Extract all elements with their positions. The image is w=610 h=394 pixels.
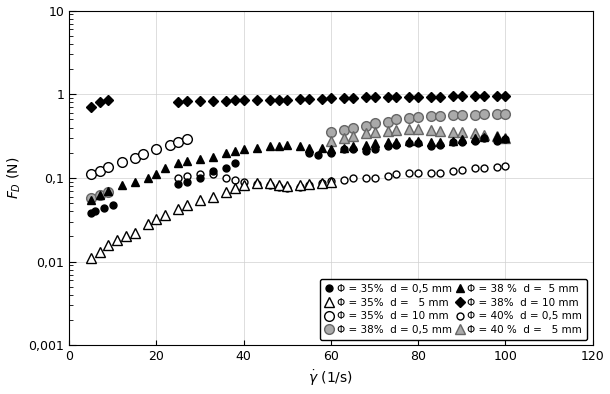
Y-axis label: $F_D$ (N): $F_D$ (N) [5,157,23,199]
X-axis label: $\dot{\gamma}$ (1/s): $\dot{\gamma}$ (1/s) [309,369,353,388]
Legend: Φ = 35%  d = 0,5 mm, Φ = 35%  d =   5 mm, Φ = 35%  d = 10 mm, Φ = 38%  d = 0,5 m: Φ = 35% d = 0,5 mm, Φ = 35% d = 5 mm, Φ … [320,279,587,340]
